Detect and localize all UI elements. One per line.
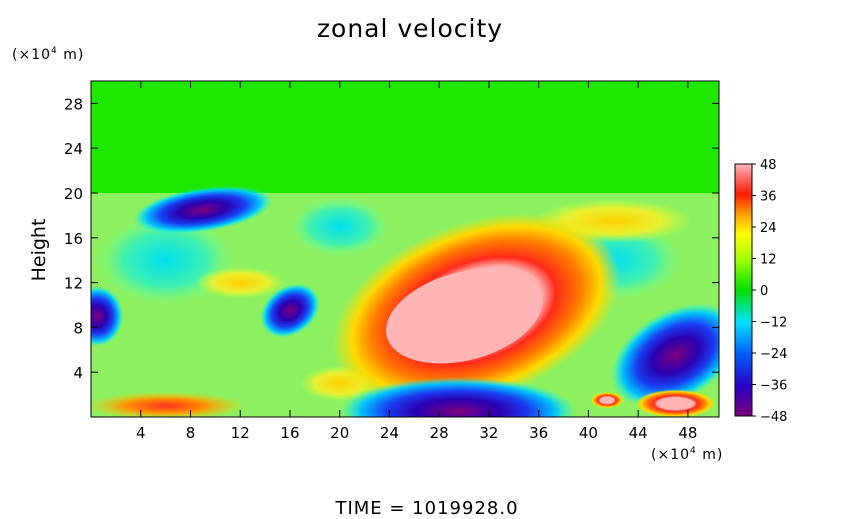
y-tick-label: 4 [73,364,83,382]
x-axis-unit: (×104 m) [651,446,724,463]
colorbar-tick-label: 12 [760,253,777,268]
colorbar-tick-label: 0 [760,284,768,299]
x-tick-label: 4 [136,424,146,442]
x-tick-label: 24 [380,424,399,442]
x-tick-label: 44 [629,424,648,442]
x-tick-label: 20 [330,424,349,442]
yellow-patch-left [195,266,286,299]
colorbar-tick-label: −36 [760,379,787,394]
y-axis-label: Height [28,218,50,282]
easterly-surface [339,377,576,417]
easterly-upper-left [133,185,273,234]
chart-title: zonal velocity [316,14,504,43]
westerly-lower-right-2 [591,392,624,409]
jet-core-inner [385,268,543,364]
colorbar-tick-label: −24 [760,347,787,362]
plot-frame [90,80,720,418]
colorbar-tick-label: −48 [760,410,787,425]
y-tick-label: 8 [73,319,83,337]
x-tick-label: 12 [231,424,250,442]
x-tick-label: 16 [280,424,299,442]
colorbar [734,163,753,417]
colorbar-tick-label: 36 [760,190,777,205]
y-tick-label: 20 [64,185,83,203]
colorbar-tick-label: 24 [760,221,777,236]
colorbar-tick-label: 48 [760,158,777,173]
heatmap-field [91,81,719,417]
easterly-right [610,303,719,408]
x-tick-label: 28 [430,424,449,442]
x-tick-label: 48 [678,424,697,442]
colorbar-tick-label: −12 [760,316,787,331]
x-tick-label: 40 [579,424,598,442]
x-tick-label: 36 [529,424,548,442]
y-tick-label: 12 [64,275,83,293]
y-axis-unit: (×104 m) [12,46,85,63]
red-strip-bottom-left [91,391,246,417]
time-stamp: TIME = 1019928.0 [335,498,519,519]
x-tick-label: 32 [479,424,498,442]
easterly-left [91,286,124,347]
westerly-lower-right [635,389,716,417]
y-tick-label: 24 [64,140,83,158]
y-tick-label: 28 [64,95,83,113]
y-tick-label: 16 [64,230,83,248]
cyan-patch-center [289,196,390,257]
x-tick-label: 8 [186,424,196,442]
easterly-mid [260,283,320,338]
